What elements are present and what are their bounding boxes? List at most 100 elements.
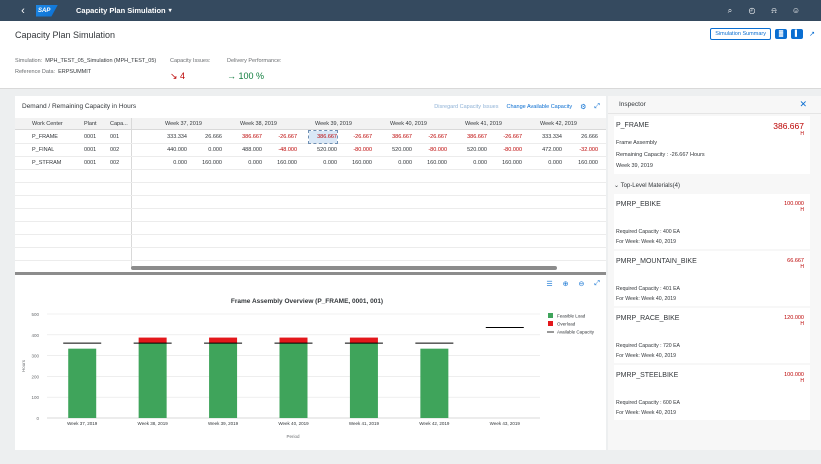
value-cell[interactable]: 0.000 (208, 147, 222, 153)
top-level-materials-toggle[interactable]: ⌄ Top-Level Materials(4) (614, 182, 680, 189)
value-cell[interactable]: -80.000 (503, 147, 522, 153)
history-icon[interactable]: ◴ (748, 6, 756, 15)
col-week-40[interactable]: Week 40, 2019 (390, 121, 427, 127)
material-card[interactable]: PMRP_STEELBIKE 100.000 H Required Capacity … (614, 365, 810, 420)
value-cell[interactable]: -26.667 (278, 134, 297, 140)
col-capacity[interactable]: Capa... (110, 121, 128, 127)
user-icon[interactable]: ☺ (791, 6, 801, 15)
legend-label: Overload (557, 322, 576, 327)
capacity-cell[interactable]: 001 (110, 134, 120, 140)
fullscreen-icon[interactable]: ⤢ (594, 103, 600, 110)
capacity-cell[interactable]: 002 (110, 160, 120, 166)
value-cell[interactable]: 160.000 (202, 160, 222, 166)
table-row[interactable]: P_FINAL 0001 002 440.000 0.000 488.000 -48.000… (15, 144, 627, 157)
capacity-cell[interactable]: 002 (110, 147, 120, 153)
value-cell[interactable]: 333.334 (167, 134, 187, 140)
share-icon[interactable]: ↗ (809, 31, 815, 38)
empty-row (15, 248, 606, 261)
value-cell[interactable]: 520.000 (317, 147, 337, 153)
feasible-load-bar (420, 348, 449, 418)
zoom-in-icon[interactable]: ⊕ (562, 281, 569, 288)
value-cell[interactable]: 386.667 (242, 134, 262, 140)
material-card[interactable]: PMRP_EBIKE 100.000 H Required Capacity : 40… (614, 194, 810, 249)
reference-field: Reference Data: ERPSUMMIT (15, 69, 91, 75)
plant-cell[interactable]: 0001 (84, 134, 97, 140)
value-cell[interactable]: 520.000 (467, 147, 487, 153)
legend-icon[interactable]: ☰ (546, 281, 553, 288)
value-cell[interactable]: 0.000 (173, 160, 187, 166)
horizontal-scrollbar[interactable] (131, 266, 557, 270)
value-cell[interactable]: 472.000 (542, 147, 562, 153)
col-week-42[interactable]: Week 42, 2019 (540, 121, 577, 127)
value-cell[interactable]: -32.000 (579, 147, 598, 153)
value-cell[interactable]: -26.667 (428, 134, 447, 140)
value-cell[interactable]: -26.667 (503, 134, 522, 140)
value-cell[interactable]: -48.000 (278, 147, 297, 153)
settings-icon[interactable]: ⚙ (580, 104, 587, 111)
value-cell[interactable]: 333.334 (542, 134, 562, 140)
splitter[interactable] (15, 272, 606, 275)
col-week-38[interactable]: Week 38, 2019 (240, 121, 277, 127)
value-cell[interactable]: 26.666 (581, 134, 598, 140)
zoom-out-icon[interactable]: ⊖ (578, 281, 585, 288)
value-cell[interactable]: -26.667 (353, 134, 372, 140)
work-center-cell[interactable]: P_FINAL (32, 147, 55, 153)
col-week-37[interactable]: Week 37, 2019 (165, 121, 202, 127)
app-title-menu[interactable]: Capacity Plan Simulation ▾ (76, 6, 172, 15)
table-row[interactable]: P_STFRAM 0001 002 0.000 160.000 0.000 160.000 0… (15, 157, 627, 170)
chart-title: Frame Assembly Overview (P_FRAME, 0001, … (231, 298, 383, 305)
value-cell[interactable]: 26.666 (205, 134, 222, 140)
value-cell[interactable]: 160.000 (352, 160, 372, 166)
material-required-capacity: Required Capacity : 401 EA (616, 286, 681, 292)
delivery-kpi[interactable]: → 100 % (227, 71, 265, 81)
value-cell[interactable]: 160.000 (578, 160, 598, 166)
value-cell[interactable]: 520.000 (392, 147, 412, 153)
col-work-center[interactable]: Work Center (32, 121, 63, 127)
col-week-41[interactable]: Week 41, 2019 (465, 121, 502, 127)
value-cell[interactable]: 386.667 (467, 134, 487, 140)
value-cell[interactable]: 440.000 (167, 147, 187, 153)
work-center-cell[interactable]: P_FRAME (32, 134, 58, 140)
value-cell[interactable]: 160.000 (502, 160, 522, 166)
value-cell[interactable]: 386.667 (308, 130, 338, 144)
material-card[interactable]: PMRP_RACE_BIKE 120.000 H Required Capacity … (614, 308, 810, 363)
value-cell[interactable]: 386.667 (392, 134, 412, 140)
disregard-capacity-issues-link[interactable]: Disregard Capacity Issues (434, 104, 499, 110)
material-card[interactable]: PMRP_MOUNTAIN_BIKE 66.667 H Required Capaci… (614, 251, 810, 306)
bell-icon[interactable]: ⍾ (771, 5, 777, 15)
value-cell[interactable]: -80.000 (353, 147, 372, 153)
empty-row (15, 235, 606, 248)
value-cell[interactable]: -80.000 (428, 147, 447, 153)
item-unit: H (800, 131, 804, 137)
value-cell[interactable]: 0.000 (548, 160, 562, 166)
plant-cell[interactable]: 0001 (84, 160, 97, 166)
split-view-icon[interactable]: ▌ (791, 29, 803, 39)
chart-view-icon[interactable]: ▓ (775, 29, 787, 39)
delivery-label: Delivery Performance: (227, 58, 282, 64)
back-icon[interactable]: ‹ (21, 4, 25, 17)
chart-fullscreen-icon[interactable]: ⤢ (594, 280, 600, 287)
simulation-summary-button[interactable]: Simulation Summary (710, 28, 771, 40)
x-axis-label: Period (286, 434, 300, 439)
overload-bar (279, 337, 308, 344)
plant-cell[interactable]: 0001 (84, 147, 97, 153)
table-row[interactable]: P_FRAME 0001 001 333.334 26.666 386.667 -26.66… (15, 130, 627, 144)
material-value: 100.000 (784, 201, 804, 207)
change-available-capacity-link[interactable]: Change Available Capacity (506, 104, 573, 110)
work-center-cell[interactable]: P_STFRAM (32, 160, 62, 166)
value-cell[interactable]: 0.000 (248, 160, 262, 166)
value-cell[interactable]: 160.000 (427, 160, 447, 166)
value-cell[interactable]: 488.000 (242, 147, 262, 153)
empty-row (15, 222, 606, 235)
col-plant[interactable]: Plant (84, 121, 97, 127)
value-cell[interactable]: 0.000 (398, 160, 412, 166)
value-cell[interactable]: 160.000 (277, 160, 297, 166)
value-cell[interactable]: 0.000 (473, 160, 487, 166)
col-week-39[interactable]: Week 39, 2019 (315, 121, 352, 127)
simulation-value: MPH_TEST_05_Simulation (MPH_TEST_05) (45, 58, 157, 64)
search-icon[interactable]: ⌕ (727, 5, 733, 15)
close-icon[interactable]: ✕ (799, 99, 807, 109)
value-cell[interactable]: 0.000 (323, 160, 337, 166)
capacity-issues-kpi[interactable]: ↘ 4 (170, 71, 186, 81)
overload-bar (349, 337, 378, 344)
